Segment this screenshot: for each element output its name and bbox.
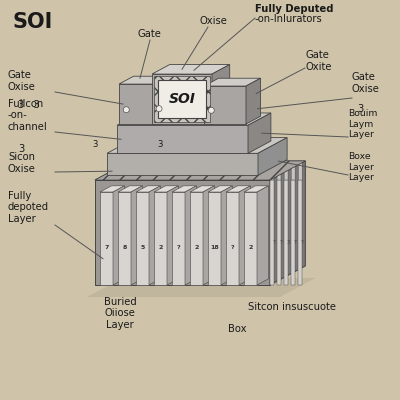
Text: 8: 8 (122, 245, 127, 250)
Polygon shape (221, 186, 232, 285)
Polygon shape (154, 192, 167, 285)
Polygon shape (298, 163, 302, 180)
Text: 3   3: 3 3 (18, 100, 40, 110)
Text: Sicon
Oxise: Sicon Oxise (8, 152, 36, 174)
Text: SOI: SOI (12, 12, 52, 32)
Polygon shape (119, 84, 161, 124)
Polygon shape (244, 186, 268, 192)
Polygon shape (298, 180, 302, 285)
Polygon shape (87, 278, 315, 297)
Polygon shape (248, 113, 271, 153)
Polygon shape (118, 192, 131, 285)
Polygon shape (258, 138, 287, 175)
Polygon shape (172, 186, 196, 192)
Text: Gate
Oxise: Gate Oxise (352, 72, 380, 94)
Text: Gate
Oxise: Gate Oxise (8, 70, 36, 92)
Text: Sitcon insuscuote: Sitcon insuscuote (248, 302, 336, 312)
Circle shape (156, 106, 162, 112)
Polygon shape (208, 186, 232, 192)
Text: 7: 7 (104, 245, 109, 250)
Polygon shape (152, 74, 212, 124)
Polygon shape (100, 186, 124, 192)
Text: 3: 3 (92, 140, 98, 149)
Polygon shape (167, 186, 178, 285)
Text: ?: ? (294, 240, 296, 246)
Polygon shape (244, 192, 257, 285)
Polygon shape (270, 178, 274, 180)
Polygon shape (149, 186, 160, 285)
Polygon shape (185, 186, 196, 285)
Polygon shape (291, 166, 295, 180)
Polygon shape (107, 153, 258, 175)
Text: 3: 3 (357, 104, 363, 114)
Text: 5: 5 (140, 245, 145, 250)
Polygon shape (226, 186, 250, 192)
Text: Gate: Gate (138, 29, 162, 39)
Polygon shape (136, 192, 149, 285)
Polygon shape (257, 186, 268, 285)
Polygon shape (95, 161, 305, 180)
Text: Fully
depoted
Layer: Fully depoted Layer (8, 191, 49, 224)
Polygon shape (118, 186, 142, 192)
Text: Fully Deputed: Fully Deputed (255, 4, 334, 14)
Text: 2: 2 (158, 245, 163, 250)
Text: Gate
Oxite: Gate Oxite (305, 50, 332, 72)
Text: Fullcon
-on-
channel: Fullcon -on- channel (8, 99, 48, 132)
Polygon shape (270, 161, 305, 285)
Polygon shape (204, 78, 260, 86)
Text: Buried
Oiiose
Layer: Buried Oiiose Layer (104, 297, 136, 330)
Polygon shape (107, 138, 287, 153)
Text: Oxise: Oxise (200, 16, 228, 26)
Polygon shape (208, 192, 221, 285)
Polygon shape (154, 76, 210, 122)
Polygon shape (172, 192, 185, 285)
Polygon shape (277, 174, 281, 180)
Polygon shape (154, 186, 178, 192)
Text: Boxe
Layer
Layer: Boxe Layer Layer (348, 152, 374, 182)
Polygon shape (95, 161, 305, 180)
Polygon shape (246, 78, 260, 124)
Polygon shape (95, 180, 270, 285)
Text: SOI: SOI (168, 92, 196, 106)
Polygon shape (203, 186, 214, 285)
Polygon shape (291, 180, 295, 285)
Text: 3: 3 (157, 140, 163, 149)
Polygon shape (277, 180, 281, 285)
Polygon shape (158, 80, 206, 118)
Text: Bouim
Laym
Layer: Bouim Laym Layer (348, 109, 377, 139)
Polygon shape (117, 125, 248, 153)
Polygon shape (152, 64, 230, 74)
Polygon shape (212, 64, 230, 124)
Polygon shape (284, 180, 288, 285)
Circle shape (123, 107, 129, 113)
Polygon shape (190, 186, 214, 192)
Text: ?: ? (231, 245, 234, 250)
Polygon shape (161, 76, 176, 124)
Polygon shape (270, 180, 274, 285)
Text: ?: ? (280, 240, 282, 246)
Text: 3: 3 (286, 240, 290, 246)
Polygon shape (226, 192, 239, 285)
Polygon shape (117, 113, 271, 125)
Polygon shape (136, 186, 160, 192)
Text: ?: ? (301, 240, 304, 246)
Polygon shape (204, 86, 246, 124)
Polygon shape (113, 186, 124, 285)
Text: 2: 2 (248, 245, 253, 250)
Polygon shape (239, 186, 250, 285)
Text: -on-Inlurators: -on-Inlurators (255, 14, 323, 24)
Polygon shape (131, 186, 142, 285)
Text: 18: 18 (210, 245, 219, 250)
Polygon shape (100, 192, 113, 285)
Polygon shape (119, 76, 176, 84)
Text: ?: ? (272, 240, 275, 246)
Text: Box: Box (228, 324, 246, 334)
Text: ?: ? (177, 245, 180, 250)
Circle shape (208, 107, 214, 113)
Text: 2: 2 (194, 245, 199, 250)
Polygon shape (190, 192, 203, 285)
Polygon shape (284, 170, 288, 180)
Text: 3: 3 (18, 144, 24, 154)
